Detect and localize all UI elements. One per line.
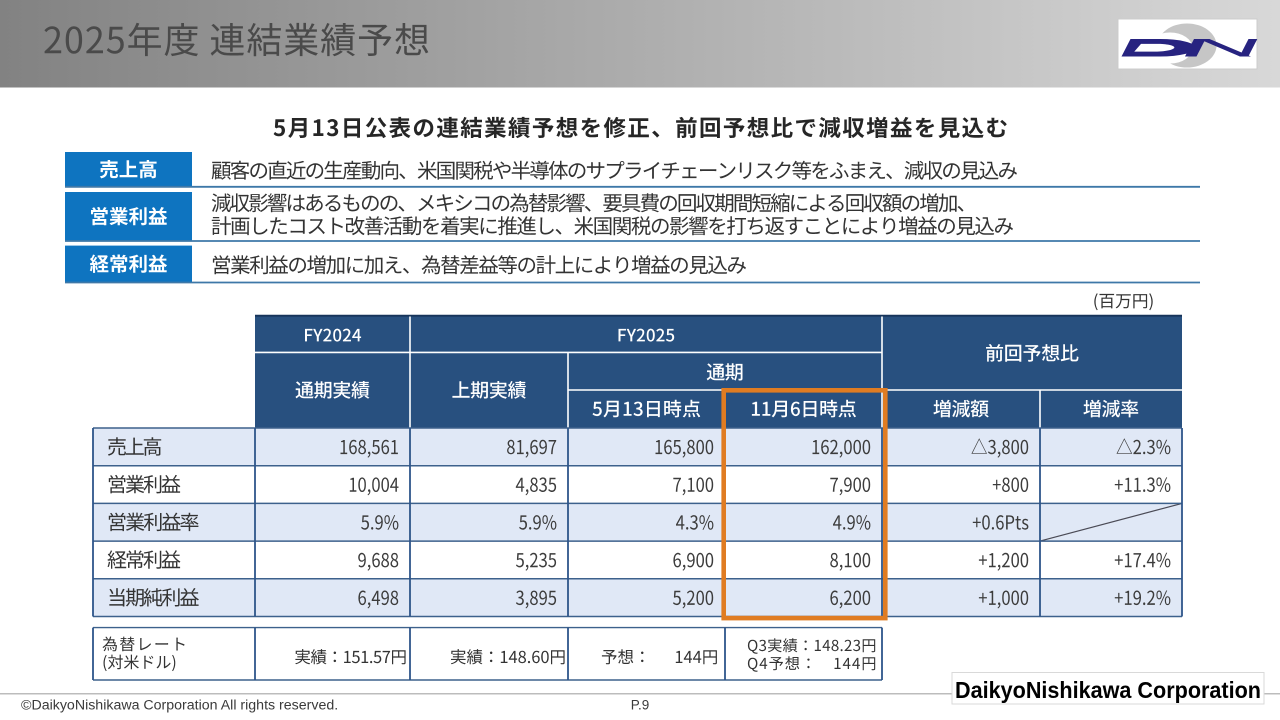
svg-text:DaikyoNishikawa Corporation: DaikyoNishikawa Corporation — [955, 677, 1261, 703]
svg-text:P.9: P.9 — [631, 698, 650, 713]
svg-text:©DaikyoNishikawa Corporation A: ©DaikyoNishikawa Corporation All rights … — [21, 698, 338, 714]
